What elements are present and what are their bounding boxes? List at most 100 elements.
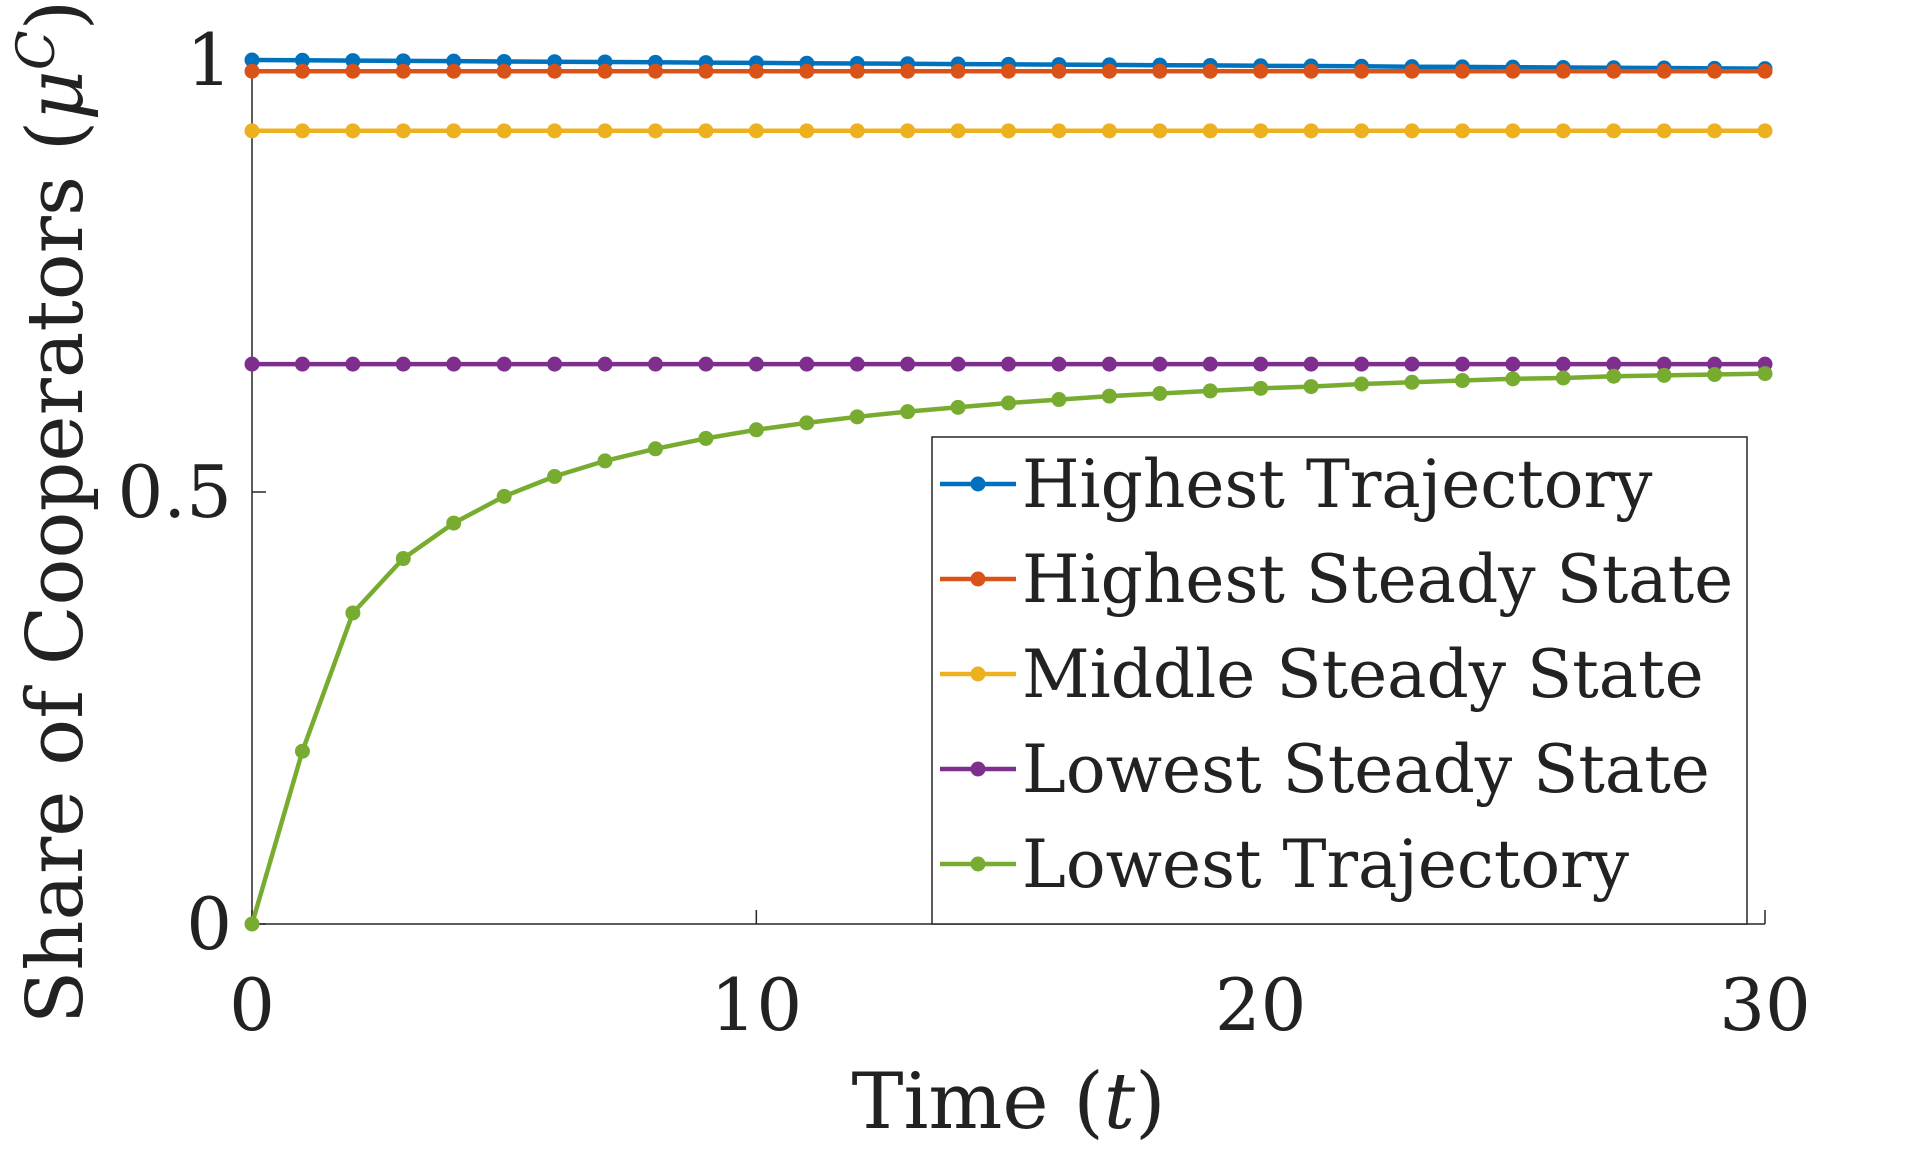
data-point [1202,356,1218,372]
data-point [244,52,260,68]
legend-label: Highest Trajectory [1022,446,1653,523]
data-point [1152,356,1168,372]
data-point [1656,356,1672,372]
data-point [1404,356,1420,372]
data-point [1707,366,1723,382]
data-point [547,123,563,139]
data-point [1051,63,1067,79]
data-point [1707,356,1723,372]
legend-swatch-marker [970,666,986,682]
data-point [1001,63,1016,79]
data-point [1555,63,1571,79]
data-point [1454,63,1470,79]
data-point [748,422,764,438]
data-point [900,356,916,372]
data-point [1354,123,1370,139]
data-point [900,63,916,79]
data-point [1253,356,1269,372]
data-point [597,453,613,469]
data-point [1303,379,1319,395]
x-tick-label: 0 [229,963,275,1047]
legend-item: Lowest Trajectory [940,826,1630,903]
data-point [950,123,966,139]
data-point [1757,366,1773,382]
legend-label: Middle Steady State [1022,636,1704,713]
data-point [1101,356,1117,372]
data-point [849,409,865,425]
data-point [1303,63,1319,79]
data-point [1051,356,1067,372]
data-point [1354,63,1370,79]
data-point [1354,356,1370,372]
data-point [244,63,260,79]
data-point [1606,356,1622,372]
data-point [1354,376,1370,392]
data-point [799,123,815,139]
data-point [496,63,512,79]
data-point [446,515,462,531]
data-point [496,123,512,139]
data-point [799,63,815,79]
data-point [950,63,966,79]
series-lowest-trajectory [244,366,1773,932]
data-point [446,123,462,139]
data-point [748,356,764,372]
data-point [1505,371,1521,387]
data-point [1707,123,1723,139]
data-point [1253,380,1269,396]
data-point [1454,123,1470,139]
legend-box [931,436,1748,925]
data-point [698,356,714,372]
data-point [1404,123,1420,139]
data-point [395,123,411,139]
data-point [1656,63,1672,79]
data-point [1152,386,1168,402]
data-point [496,356,512,372]
series-lowest-steady-state [244,356,1773,372]
data-point [698,63,714,79]
data-point [1152,123,1168,139]
data-point [547,356,563,372]
data-point [748,123,764,139]
data-point [345,605,361,621]
data-point [1404,63,1420,79]
data-point [698,123,714,139]
data-point [496,488,512,504]
data-point [748,63,764,79]
data-point [294,52,310,68]
data-point [345,63,361,79]
data-point [950,399,966,415]
data-point [849,123,865,139]
legend-swatch-marker [970,476,986,492]
data-point [597,356,613,372]
data-point [345,356,361,372]
y-tick-label: 0.5 [117,450,232,534]
ticks: 0 10 20 30 0 0.5 1 [117,18,1810,1047]
data-point [1656,123,1672,139]
data-point [1555,356,1571,372]
legend-label: Lowest Steady State [1022,731,1710,808]
legend-swatch-marker [970,571,986,587]
legend-swatch-marker [970,856,986,872]
data-point [244,356,260,372]
data-point [345,123,361,139]
x-tick-label: 10 [711,963,803,1047]
data-point [799,415,815,431]
data-point [647,441,663,457]
data-point [698,430,714,446]
data-point [1001,356,1016,372]
data-point [1606,63,1622,79]
data-point [294,356,310,372]
data-point [1606,368,1622,384]
data-point [1555,123,1571,139]
data-point [597,63,613,79]
data-point [244,123,260,139]
data-point [244,916,260,932]
data-point [1707,63,1723,79]
data-point [1152,63,1168,79]
data-point [1001,395,1016,411]
data-point [1505,356,1521,372]
data-point [900,123,916,139]
data-point [799,356,815,372]
x-tick-label: 30 [1719,963,1811,1047]
